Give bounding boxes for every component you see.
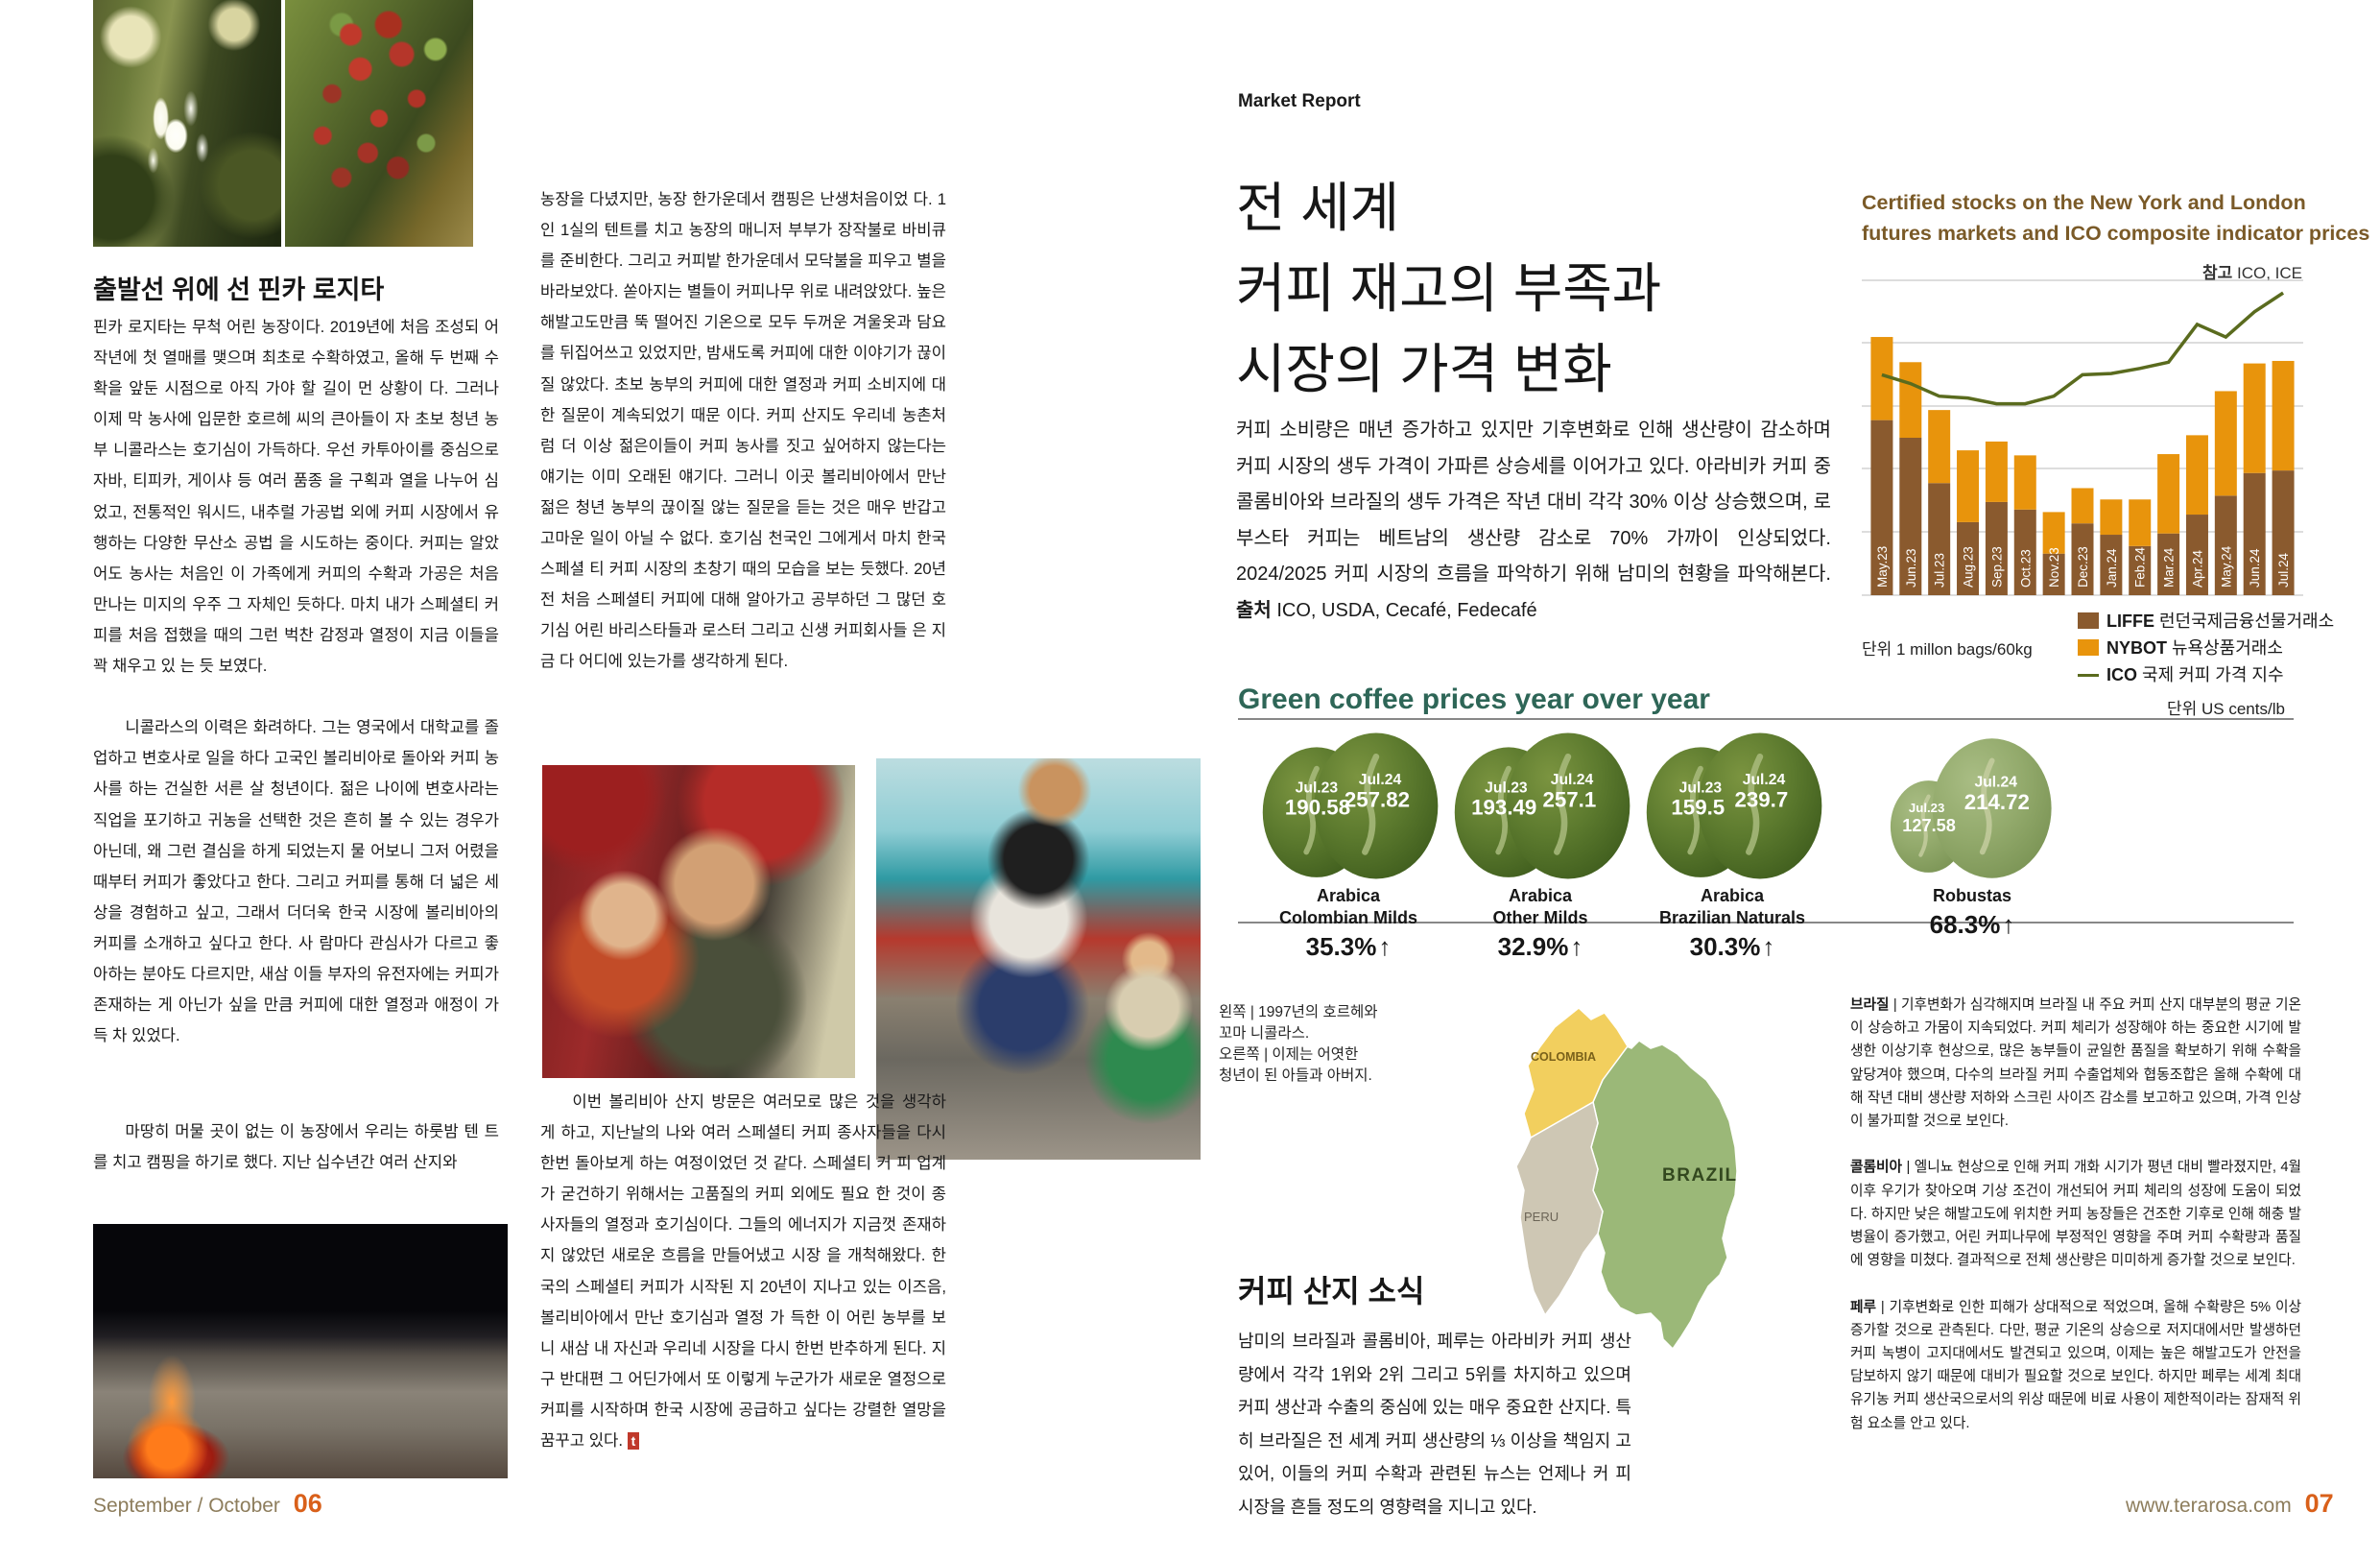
svg-text:Nov.23: Nov.23 (2047, 547, 2061, 588)
svg-text:May.23: May.23 (1875, 546, 1890, 588)
svg-text:Jul.24: Jul.24 (1974, 775, 2017, 791)
svg-text:PERU: PERU (1524, 1210, 1559, 1224)
svg-text:239.7: 239.7 (1734, 787, 1788, 811)
svg-text:May.24: May.24 (2219, 545, 2233, 588)
svg-text:Oct.23: Oct.23 (2018, 549, 2033, 588)
svg-text:Dec.23: Dec.23 (2076, 546, 2090, 588)
svg-text:Jul.23: Jul.23 (1933, 553, 1947, 588)
svg-text:COLOMBIA: COLOMBIA (1531, 1050, 1596, 1064)
svg-text:Jan.24: Jan.24 (2105, 548, 2119, 588)
svg-text:Apr.24: Apr.24 (2190, 549, 2204, 588)
svg-text:Jul.24: Jul.24 (1743, 772, 1786, 788)
svg-text:BRAZIL: BRAZIL (1662, 1165, 1738, 1186)
svg-text:193.49: 193.49 (1471, 796, 1536, 820)
svg-text:257.1: 257.1 (1542, 787, 1596, 811)
svg-text:Jun.23: Jun.23 (1904, 548, 1918, 588)
svg-text:Sep.23: Sep.23 (1989, 546, 2004, 588)
svg-text:Jul.24: Jul.24 (1551, 772, 1594, 788)
svg-text:Jul.24: Jul.24 (1359, 772, 1402, 788)
svg-text:Jul.23: Jul.23 (1296, 780, 1339, 796)
svg-text:Aug.23: Aug.23 (1962, 546, 1976, 588)
svg-text:214.72: 214.72 (1964, 790, 2030, 814)
svg-text:Jul.23: Jul.23 (1485, 780, 1528, 796)
svg-text:Feb.24: Feb.24 (2133, 546, 2148, 588)
svg-text:Jul.23: Jul.23 (1679, 780, 1723, 796)
svg-text:257.82: 257.82 (1345, 787, 1410, 811)
svg-text:Jun.24: Jun.24 (2248, 548, 2262, 588)
svg-text:Jul.24: Jul.24 (2276, 552, 2291, 588)
svg-text:190.58: 190.58 (1285, 796, 1350, 820)
svg-text:159.5: 159.5 (1671, 796, 1725, 820)
svg-text:Mar.24: Mar.24 (2162, 547, 2177, 588)
svg-text:Jul.23: Jul.23 (1909, 801, 1944, 815)
svg-text:127.58: 127.58 (1902, 816, 1956, 835)
